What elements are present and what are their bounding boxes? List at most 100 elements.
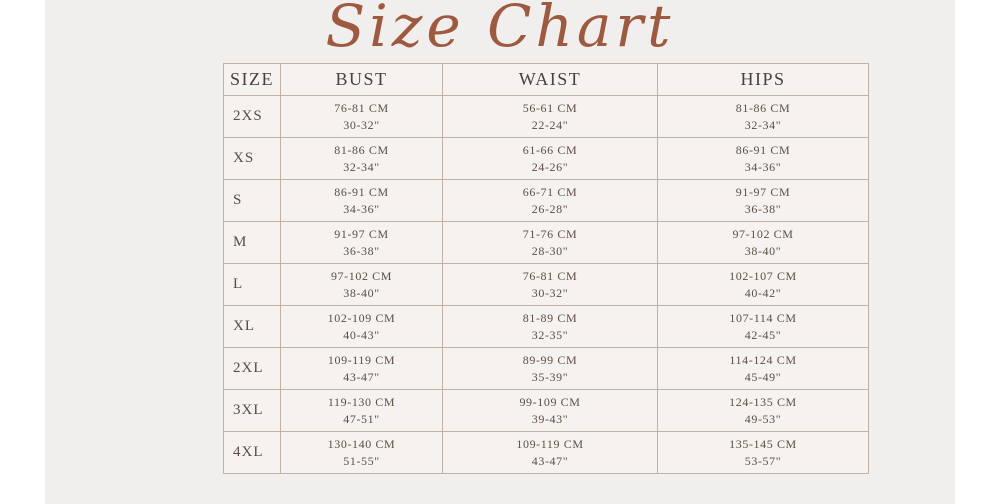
bust-cell: 119-130 CM 47-51": [280, 389, 443, 432]
cm-range: 135-145 CM: [729, 436, 797, 451]
inch-range: 43-47": [343, 369, 380, 384]
table-row-4xl: 4XL 130-140 CM 51-55" 109-119 CM 43-47" …: [223, 431, 869, 474]
inch-range: 24-26": [531, 159, 569, 174]
cm-range: 81-89 CM: [522, 310, 578, 325]
size-label: XL: [223, 305, 281, 348]
table-row-3xl: 3XL 119-130 CM 47-51" 99-109 CM 39-43" 1…: [223, 389, 869, 432]
cm-range: 109-119 CM: [516, 436, 584, 451]
cm-range: 130-140 CM: [327, 436, 396, 451]
inch-range: 38-40": [744, 243, 782, 258]
hips-cell: 81-86 CM 32-34": [657, 95, 869, 138]
bust-cell: 109-119 CM 43-47": [280, 347, 443, 390]
inch-range: 36-38": [343, 243, 380, 258]
cm-range: 76-81 CM: [522, 268, 578, 283]
inch-range: 38-40": [343, 285, 380, 300]
cm-range: 66-71 CM: [522, 184, 578, 199]
size-label: 4XL: [223, 431, 281, 474]
inch-range: 35-39": [531, 369, 569, 384]
inch-range: 40-42": [744, 285, 782, 300]
cm-range: 109-119 CM: [327, 352, 396, 367]
bust-cell: 130-140 CM 51-55": [280, 431, 443, 474]
cm-range: 81-86 CM: [334, 142, 389, 157]
bust-cell: 81-86 CM 32-34": [280, 137, 443, 180]
size-label: M: [223, 221, 281, 264]
waist-cell: 99-109 CM 39-43": [442, 389, 658, 432]
bust-cell: 86-91 CM 34-36": [280, 179, 443, 222]
waist-cell: 56-61 CM 22-24": [442, 95, 658, 138]
table-row-m: M 91-97 CM 36-38" 71-76 CM 28-30" 97-102…: [223, 221, 869, 264]
inch-range: 45-49": [744, 369, 782, 384]
size-label: 3XL: [223, 389, 281, 432]
hips-cell: 124-135 CM 49-53": [657, 389, 869, 432]
hips-cell: 91-97 CM 36-38": [657, 179, 869, 222]
size-chart-table: SIZE BUST WAIST HIPS 2XS 76-81 CM 30-32"…: [223, 63, 869, 474]
inch-range: 28-30": [531, 243, 569, 258]
cm-range: 56-61 CM: [522, 100, 578, 115]
header-size: SIZE: [223, 63, 281, 96]
cm-range: 86-91 CM: [735, 142, 791, 157]
waist-cell: 76-81 CM 30-32": [442, 263, 658, 306]
cm-range: 107-114 CM: [729, 310, 797, 325]
inch-range: 43-47": [531, 453, 569, 468]
cm-range: 86-91 CM: [334, 184, 389, 199]
cm-range: 102-109 CM: [327, 310, 396, 325]
cm-range: 91-97 CM: [735, 184, 791, 199]
hips-cell: 86-91 CM 34-36": [657, 137, 869, 180]
waist-cell: 109-119 CM 43-47": [442, 431, 658, 474]
waist-cell: 89-99 CM 35-39": [442, 347, 658, 390]
cm-range: 97-102 CM: [330, 268, 393, 283]
inch-range: 34-36": [343, 201, 380, 216]
inch-range: 39-43": [531, 411, 569, 426]
inch-range: 30-32": [531, 285, 569, 300]
inch-range: 26-28": [531, 201, 569, 216]
bust-cell: 76-81 CM 30-32": [280, 95, 443, 138]
bust-cell: 97-102 CM 38-40": [280, 263, 443, 306]
waist-cell: 71-76 CM 28-30": [442, 221, 658, 264]
hips-cell: 102-107 CM 40-42": [657, 263, 869, 306]
size-label: 2XL: [223, 347, 281, 390]
inch-range: 40-43": [343, 327, 380, 342]
inch-range: 30-32": [343, 117, 380, 132]
cm-range: 99-109 CM: [519, 394, 581, 409]
size-label: 2XS: [223, 95, 281, 138]
table-row-xs: XS 81-86 CM 32-34" 61-66 CM 24-26" 86-91…: [223, 137, 869, 180]
inch-range: 42-45": [744, 327, 782, 342]
cm-range: 91-97 CM: [334, 226, 389, 241]
inch-range: 22-24": [531, 117, 569, 132]
bust-cell: 91-97 CM 36-38": [280, 221, 443, 264]
hips-cell: 107-114 CM 42-45": [657, 305, 869, 348]
waist-cell: 61-66 CM 24-26": [442, 137, 658, 180]
cm-range: 119-130 CM: [327, 394, 396, 409]
header-waist: WAIST: [442, 63, 658, 96]
table-row-l: L 97-102 CM 38-40" 76-81 CM 30-32" 102-1…: [223, 263, 869, 306]
inch-range: 53-57": [744, 453, 782, 468]
cm-range: 61-66 CM: [522, 142, 578, 157]
table-row-2xl: 2XL 109-119 CM 43-47" 89-99 CM 35-39" 11…: [223, 347, 869, 390]
inch-range: 32-35": [531, 327, 569, 342]
right-white-margin: [955, 0, 1000, 504]
size-label: L: [223, 263, 281, 306]
left-white-margin: [0, 0, 45, 504]
inch-range: 32-34": [744, 117, 782, 132]
hips-cell: 114-124 CM 45-49": [657, 347, 869, 390]
table-row-2xs: 2XS 76-81 CM 30-32" 56-61 CM 22-24" 81-8…: [223, 95, 869, 138]
cm-range: 124-135 CM: [729, 394, 797, 409]
inch-range: 32-34": [343, 159, 380, 174]
table-header-row: SIZE BUST WAIST HIPS: [223, 63, 869, 96]
inch-range: 49-53": [744, 411, 782, 426]
hips-cell: 97-102 CM 38-40": [657, 221, 869, 264]
hips-cell: 135-145 CM 53-57": [657, 431, 869, 474]
header-hips: HIPS: [657, 63, 869, 96]
waist-cell: 66-71 CM 26-28": [442, 179, 658, 222]
cm-range: 89-99 CM: [522, 352, 578, 367]
inch-range: 34-36": [744, 159, 782, 174]
inch-range: 36-38": [744, 201, 782, 216]
cm-range: 102-107 CM: [729, 268, 797, 283]
inch-range: 47-51": [343, 411, 380, 426]
inch-range: 51-55": [343, 453, 380, 468]
header-bust: BUST: [280, 63, 443, 96]
cm-range: 76-81 CM: [334, 100, 389, 115]
size-chart-canvas: SIZE BUST WAIST HIPS 2XS 76-81 CM 30-32"…: [45, 0, 955, 504]
cm-range: 114-124 CM: [729, 352, 797, 367]
table-row-xl: XL 102-109 CM 40-43" 81-89 CM 32-35" 107…: [223, 305, 869, 348]
